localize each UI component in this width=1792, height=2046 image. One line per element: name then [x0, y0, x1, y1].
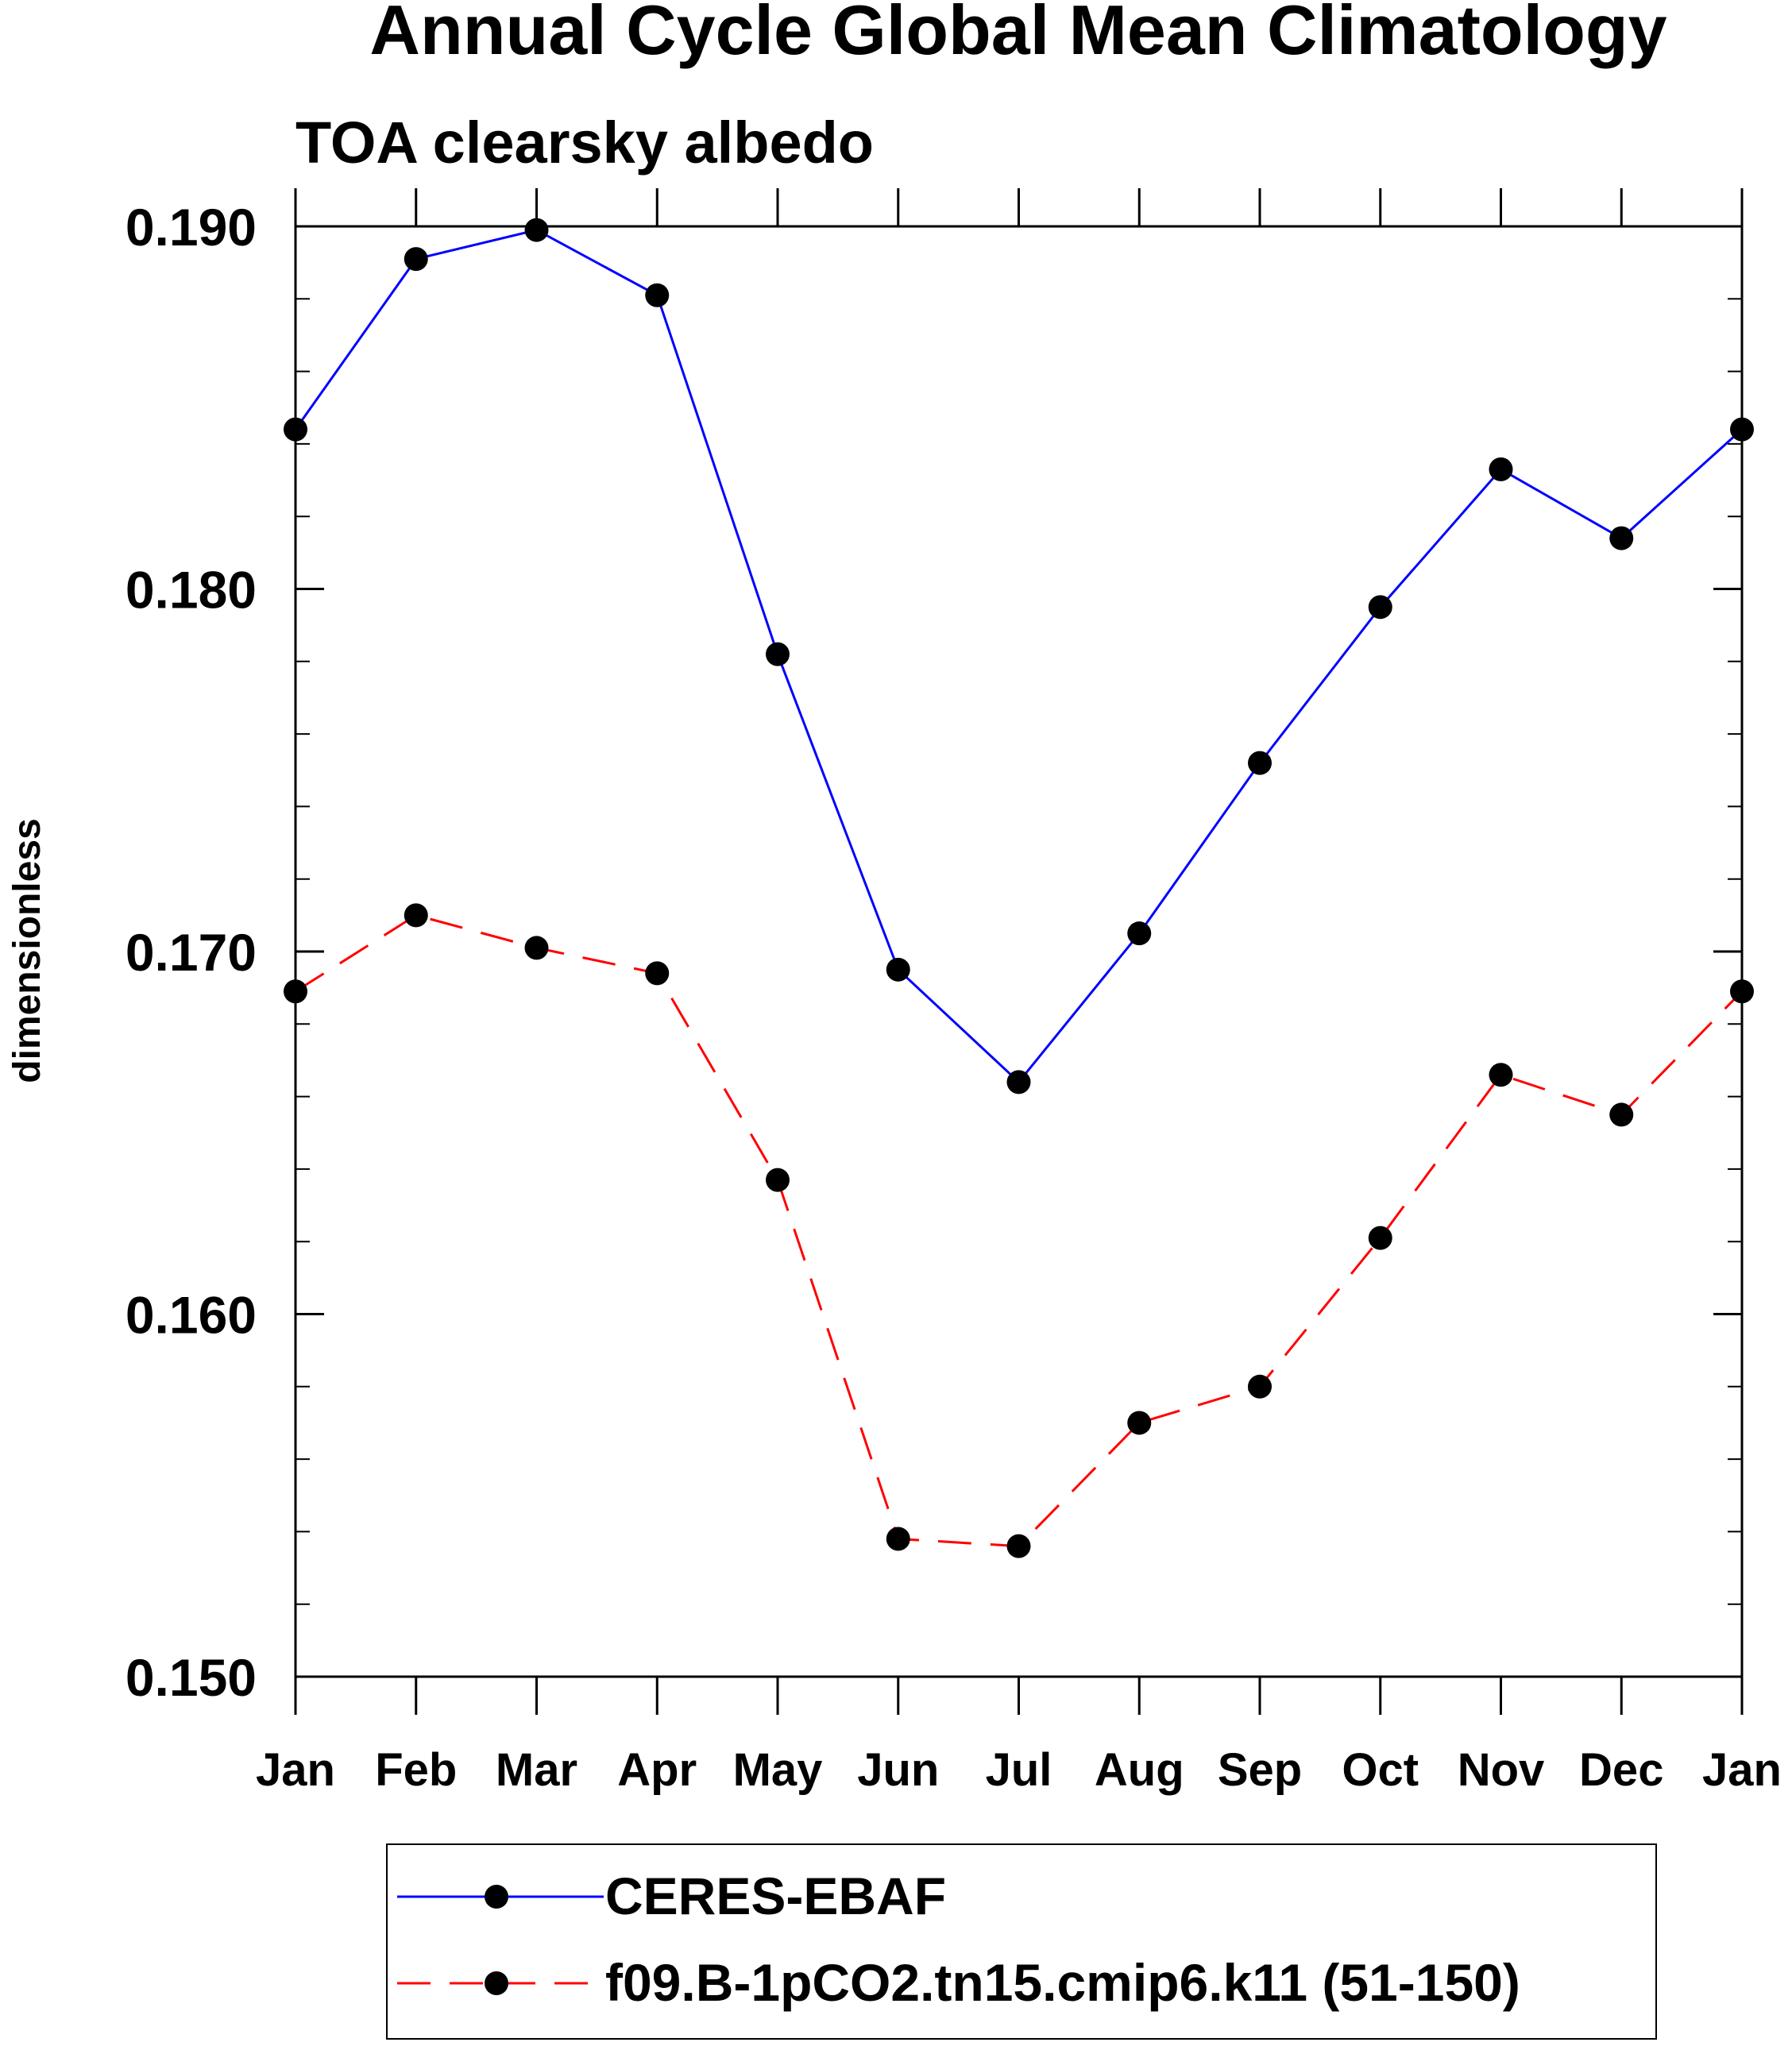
- data-point-f09-b-1pco2-tn15-cmip6-k11-51-150: [886, 1527, 910, 1551]
- data-point-f09-b-1pco2-tn15-cmip6-k11-51-150: [1730, 979, 1754, 1004]
- data-point-ceres-ebaf: [524, 218, 549, 242]
- legend-marker-ceres-ebaf: [485, 1885, 508, 1909]
- data-point-ceres-ebaf: [1489, 457, 1513, 481]
- data-point-ceres-ebaf: [404, 247, 428, 272]
- y-tick-label: 0.160: [126, 1286, 257, 1345]
- data-point-f09-b-1pco2-tn15-cmip6-k11-51-150: [645, 961, 670, 986]
- series-layer: [284, 218, 1754, 1558]
- y-tick-label: 0.180: [126, 561, 257, 620]
- x-tick-label: Sep: [1218, 1744, 1302, 1796]
- data-point-f09-b-1pco2-tn15-cmip6-k11-51-150: [1368, 1226, 1392, 1250]
- data-point-ceres-ebaf: [1368, 595, 1392, 620]
- data-point-f09-b-1pco2-tn15-cmip6-k11-51-150: [404, 903, 428, 928]
- plot-frame: [294, 225, 1744, 1678]
- x-tick-label: Aug: [1095, 1744, 1184, 1796]
- data-point-ceres-ebaf: [886, 957, 910, 982]
- x-tick-label: May: [733, 1744, 823, 1796]
- x-tick-label: Mar: [496, 1744, 577, 1796]
- data-point-ceres-ebaf: [284, 417, 307, 442]
- x-tick-label: Jan: [256, 1744, 335, 1796]
- x-tick-label: Dec: [1579, 1744, 1663, 1796]
- y-tick-labels: 0.150 0.160 0.170 0.180 0.190: [126, 198, 257, 1707]
- x-tick-label: Feb: [375, 1744, 457, 1796]
- data-point-ceres-ebaf: [1730, 417, 1754, 442]
- legend-label-ceres-ebaf: CERES-EBAF: [605, 1866, 946, 1925]
- data-point-ceres-ebaf: [1248, 751, 1272, 775]
- y-tick-label: 0.170: [126, 923, 257, 982]
- data-point-ceres-ebaf: [645, 283, 670, 307]
- data-point-ceres-ebaf: [1609, 526, 1634, 550]
- data-point-f09-b-1pco2-tn15-cmip6-k11-51-150: [1248, 1374, 1272, 1399]
- data-point-f09-b-1pco2-tn15-cmip6-k11-51-150: [1006, 1534, 1031, 1558]
- legend-marker-f09-b-1pco2: [485, 1971, 508, 1995]
- x-tick-label: Jul: [986, 1744, 1052, 1796]
- y-axis-label: dimensionless: [6, 818, 48, 1083]
- data-point-f09-b-1pco2-tn15-cmip6-k11-51-150: [284, 979, 307, 1004]
- data-point-ceres-ebaf: [1006, 1070, 1031, 1094]
- data-point-ceres-ebaf: [766, 642, 790, 666]
- chart-title: Annual Cycle Global Mean Climatology: [369, 0, 1666, 69]
- data-point-ceres-ebaf: [1127, 921, 1152, 946]
- data-point-f09-b-1pco2-tn15-cmip6-k11-51-150: [766, 1168, 790, 1192]
- chart-subtitle: TOA clearsky albedo: [295, 110, 874, 176]
- y-tick-label: 0.190: [126, 198, 257, 257]
- data-point-f09-b-1pco2-tn15-cmip6-k11-51-150: [1127, 1411, 1152, 1435]
- x-tick-label: Jun: [857, 1744, 939, 1796]
- x-tick-label: Nov: [1458, 1744, 1545, 1796]
- legend-label-f09-b-1pco2: f09.B-1pCO2.tn15.cmip6.k11 (51-150): [605, 1953, 1520, 2012]
- x-tick-labels: Jan Feb Mar Apr May Jun Jul Aug Sep Oct Nov Dec Jan: [256, 1744, 1782, 1796]
- x-tick-label: Apr: [617, 1744, 697, 1796]
- legend: CERES-EBAF f09.B-1pCO2.tn15.cmip6.k11 (5…: [386, 1843, 1657, 2040]
- x-tick-label: Jan: [1702, 1744, 1782, 1796]
- data-point-f09-b-1pco2-tn15-cmip6-k11-51-150: [1609, 1102, 1634, 1127]
- y-tick-label: 0.150: [126, 1648, 257, 1707]
- legend-box: [386, 1843, 1657, 2040]
- data-point-f09-b-1pco2-tn15-cmip6-k11-51-150: [1489, 1063, 1513, 1087]
- data-point-f09-b-1pco2-tn15-cmip6-k11-51-150: [524, 936, 549, 960]
- x-tick-label: Oct: [1342, 1744, 1419, 1796]
